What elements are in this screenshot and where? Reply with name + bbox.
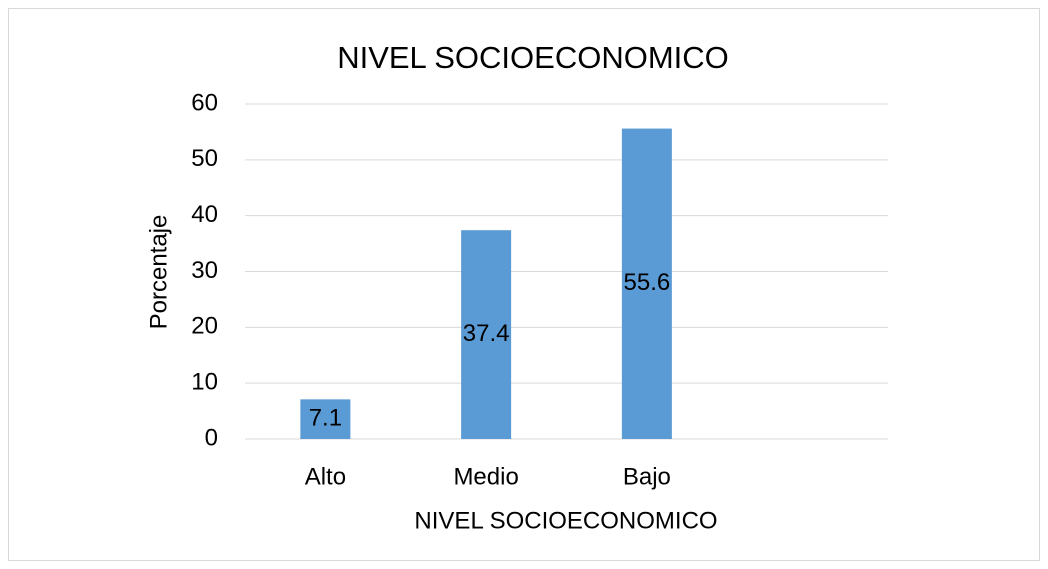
bar xyxy=(461,230,512,439)
data-label: 55.6 xyxy=(624,269,671,296)
y-tick-label: 10 xyxy=(191,369,218,396)
chart-frame xyxy=(8,8,1040,561)
chart-title: NIVEL SOCIOECONOMICO xyxy=(337,40,729,75)
bar xyxy=(300,399,351,439)
x-tick-label: Alto xyxy=(305,463,346,490)
data-label: 7.1 xyxy=(309,405,342,432)
y-tick-label: 40 xyxy=(191,201,218,228)
y-tick-label: 0 xyxy=(205,424,218,451)
bar xyxy=(621,128,672,440)
y-tick-label: 30 xyxy=(191,257,218,284)
x-tick-label: Bajo xyxy=(623,463,671,490)
x-axis-title: NIVEL SOCIOECONOMICO xyxy=(414,507,717,534)
y-tick-label: 20 xyxy=(191,313,218,340)
y-axis-title: Porcentaje xyxy=(145,215,172,330)
y-tick-label: 50 xyxy=(191,145,218,172)
x-tick-label: Medio xyxy=(453,463,518,490)
data-label: 37.4 xyxy=(463,320,510,347)
y-tick-label: 60 xyxy=(191,89,218,116)
